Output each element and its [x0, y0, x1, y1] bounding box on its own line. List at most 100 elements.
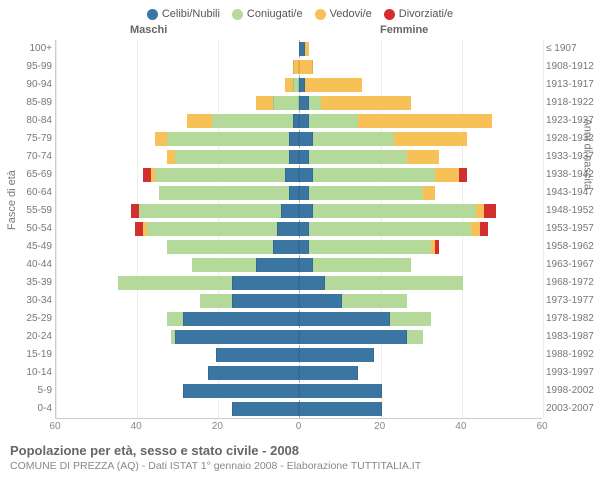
x-tick: 40: [131, 421, 142, 432]
age-label: 20-24: [26, 328, 56, 346]
bar-female: [299, 42, 309, 56]
bar-male: [171, 330, 299, 344]
birth-year-label: 1918-1922: [542, 94, 594, 112]
pyramid-chart: 100+≤ 190795-991908-191290-941913-191785…: [55, 40, 542, 419]
age-row: 30-341973-1977: [56, 292, 542, 310]
age-label: 45-49: [26, 238, 56, 256]
age-row: 45-491958-1962: [56, 238, 542, 256]
legend-swatch: [147, 9, 158, 20]
chart-title: Popolazione per età, sesso e stato civil…: [0, 433, 600, 458]
legend-label: Celibi/Nubili: [162, 8, 220, 20]
age-row: 35-391968-1972: [56, 274, 542, 292]
age-row: 75-791928-1932: [56, 130, 542, 148]
bar-male: [155, 132, 299, 146]
birth-year-label: 1968-1972: [542, 274, 594, 292]
chart-subtitle: COMUNE DI PREZZA (AQ) - Dati ISTAT 1° ge…: [0, 458, 600, 472]
bar-male: [192, 258, 300, 272]
birth-year-label: 1998-2002: [542, 382, 594, 400]
bar-female: [299, 240, 439, 254]
age-row: 100+≤ 1907: [56, 40, 542, 58]
age-row: 55-591948-1952: [56, 202, 542, 220]
age-row: 0-42003-2007: [56, 400, 542, 418]
bar-male: [285, 78, 299, 92]
age-label: 35-39: [26, 274, 56, 292]
bar-female: [299, 168, 467, 182]
bar-male: [256, 96, 299, 110]
bar-male: [143, 168, 299, 182]
bar-male: [232, 402, 299, 416]
age-row: 70-741933-1937: [56, 148, 542, 166]
age-label: 70-74: [26, 148, 56, 166]
age-row: 10-141993-1997: [56, 364, 542, 382]
age-label: 40-44: [26, 256, 56, 274]
age-row: 25-291978-1982: [56, 310, 542, 328]
age-label: 25-29: [26, 310, 56, 328]
age-row: 60-641943-1947: [56, 184, 542, 202]
birth-year-label: 1958-1962: [542, 238, 594, 256]
legend-swatch: [232, 9, 243, 20]
age-label: 30-34: [26, 292, 56, 310]
birth-year-label: 1978-1982: [542, 310, 594, 328]
birth-year-label: 1928-1932: [542, 130, 594, 148]
header-male: Maschi: [130, 24, 167, 36]
bar-female: [299, 60, 313, 74]
bar-male: [216, 348, 299, 362]
bar-male: [131, 204, 299, 218]
age-label: 100+: [29, 40, 56, 58]
legend-item: Divorziati/e: [384, 8, 453, 20]
bar-male: [183, 384, 299, 398]
bar-male: [167, 312, 299, 326]
age-row: 95-991908-1912: [56, 58, 542, 76]
birth-year-label: 1943-1947: [542, 184, 594, 202]
bar-male: [187, 114, 299, 128]
header-female: Femmine: [380, 24, 428, 36]
birth-year-label: 1993-1997: [542, 364, 594, 382]
birth-year-label: 1973-1977: [542, 292, 594, 310]
birth-year-label: 1913-1917: [542, 76, 594, 94]
bar-female: [299, 276, 463, 290]
age-label: 95-99: [26, 58, 56, 76]
age-label: 90-94: [26, 76, 56, 94]
bar-female: [299, 186, 435, 200]
age-label: 15-19: [26, 346, 56, 364]
birth-year-label: ≤ 1907: [542, 40, 577, 58]
bar-male: [118, 276, 299, 290]
bar-male: [167, 240, 299, 254]
age-row: 5-91998-2002: [56, 382, 542, 400]
birth-year-label: 1923-1927: [542, 112, 594, 130]
bar-female: [299, 366, 358, 380]
x-tick: 20: [374, 421, 385, 432]
bar-female: [299, 222, 488, 236]
age-label: 55-59: [26, 202, 56, 220]
bar-female: [299, 384, 382, 398]
x-tick: 20: [212, 421, 223, 432]
age-row: 85-891918-1922: [56, 94, 542, 112]
birth-year-label: 1938-1942: [542, 166, 594, 184]
legend-label: Coniugati/e: [247, 8, 303, 20]
age-label: 60-64: [26, 184, 56, 202]
legend-label: Divorziati/e: [399, 8, 453, 20]
bar-female: [299, 402, 382, 416]
x-axis: 6040200204060: [55, 419, 542, 433]
gender-headers: Maschi Femmine: [0, 24, 600, 40]
age-label: 85-89: [26, 94, 56, 112]
age-label: 80-84: [26, 112, 56, 130]
age-label: 0-4: [38, 400, 56, 418]
bar-female: [299, 132, 467, 146]
birth-year-label: 1963-1967: [542, 256, 594, 274]
bar-female: [299, 330, 423, 344]
age-row: 40-441963-1967: [56, 256, 542, 274]
legend-swatch: [315, 9, 326, 20]
bar-female: [299, 348, 374, 362]
age-row: 80-841923-1927: [56, 112, 542, 130]
legend: Celibi/Nubili Coniugati/e Vedovi/e Divorzia…: [0, 0, 600, 24]
age-row: 20-241983-1987: [56, 328, 542, 346]
x-tick: 60: [49, 421, 60, 432]
legend-item: Vedovi/e: [315, 8, 372, 20]
x-tick: 0: [296, 421, 302, 432]
bar-male: [135, 222, 299, 236]
age-label: 65-69: [26, 166, 56, 184]
bar-female: [299, 204, 496, 218]
x-tick: 40: [455, 421, 466, 432]
age-row: 50-541953-1957: [56, 220, 542, 238]
